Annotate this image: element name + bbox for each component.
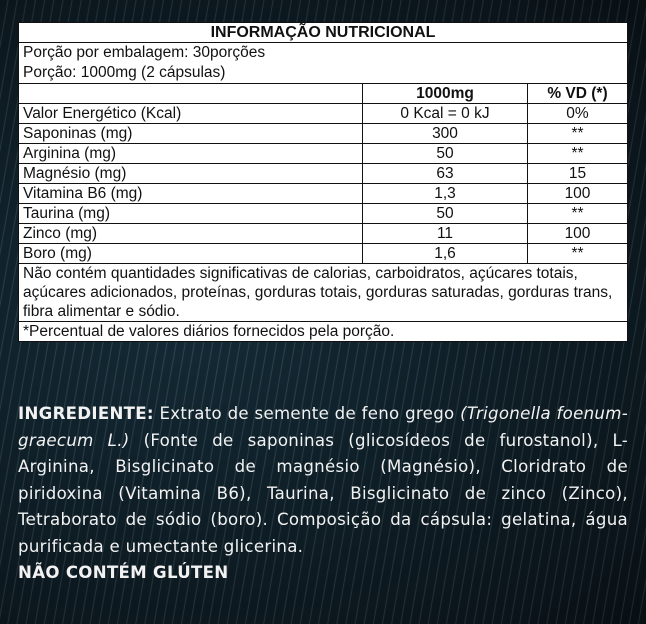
nutrient-amount: 63: [362, 163, 528, 184]
ingredients-scientific-name: (Trigonella foenum-graecum L.): [18, 404, 628, 450]
nutrient-amount: 1,6: [362, 243, 528, 264]
nutrient-name: Arginina (mg): [18, 143, 363, 164]
nutrient-vd: **: [527, 243, 628, 264]
table-row: Vitamina B6 (mg) 1,3 100: [18, 183, 628, 204]
nutrient-name: Saponinas (mg): [18, 123, 363, 144]
portions-per-package: Porção por embalagem: 30porções: [23, 44, 266, 61]
nutrient-amount: 50: [362, 203, 528, 224]
table-row: Boro (mg) 1,6 **: [18, 243, 628, 264]
nutrient-vd: 100: [527, 183, 628, 204]
table-row: Magnésio (mg) 63 15: [18, 163, 628, 184]
nutrient-amount: 11: [362, 223, 528, 244]
nutrient-amount: 300: [362, 123, 528, 144]
ingredients: INGREDIENTE: Extrato de semente de feno …: [18, 401, 628, 587]
table-row: Taurina (mg) 50 **: [18, 203, 628, 224]
header-amount: 1000mg: [362, 83, 528, 104]
note: Não contém quantidades significativas de…: [18, 263, 628, 322]
nutrient-amount: 0 Kcal = 0 kJ: [362, 103, 528, 124]
header-vd: % VD (*): [527, 83, 628, 104]
header-row: 1000mg % VD (*): [18, 83, 628, 104]
ingredients-text-1: Extrato de semente de feno grego: [153, 404, 461, 423]
table-row: Zinco (mg) 11 100: [18, 223, 628, 244]
nutrient-name: Valor Energético (Kcal): [18, 103, 363, 124]
table-row: Saponinas (mg) 300 **: [18, 123, 628, 144]
nutrient-vd: 15: [527, 163, 628, 184]
table-row: Valor Energético (Kcal) 0 Kcal = 0 kJ 0%: [18, 103, 628, 124]
nutrient-vd: 0%: [527, 103, 628, 124]
footnote: *Percentual de valores diários fornecido…: [18, 321, 628, 342]
nutrient-name: Boro (mg): [18, 243, 363, 264]
ingredients-label: INGREDIENTE:: [18, 404, 154, 423]
portion-size: Porção: 1000mg (2 cápsulas): [23, 64, 226, 81]
nutrient-name: Taurina (mg): [18, 203, 363, 224]
nutrient-amount: 50: [362, 143, 528, 164]
nutrient-name: Vitamina B6 (mg): [18, 183, 363, 204]
nutrient-vd: **: [527, 203, 628, 224]
nutrient-name: Zinco (mg): [18, 223, 363, 244]
nutrient-name: Magnésio (mg): [18, 163, 363, 184]
table-row: Arginina (mg) 50 **: [18, 143, 628, 164]
portion-info: Porção por embalagem: 30porções Porção: …: [18, 42, 628, 84]
header-blank: [18, 83, 363, 104]
nutrition-table: INFORMAÇÃO NUTRICIONAL Porção por embala…: [18, 22, 628, 342]
nutrient-vd: **: [527, 123, 628, 144]
table-title: INFORMAÇÃO NUTRICIONAL: [18, 22, 628, 43]
nutrient-vd: **: [527, 143, 628, 164]
ingredients-text-2: (Fonte de saponinas (glicosídeos de furo…: [18, 430, 628, 556]
nutrient-amount: 1,3: [362, 183, 528, 204]
gluten-warning: NÃO CONTÉM GLÚTEN: [18, 563, 229, 582]
nutrient-vd: 100: [527, 223, 628, 244]
